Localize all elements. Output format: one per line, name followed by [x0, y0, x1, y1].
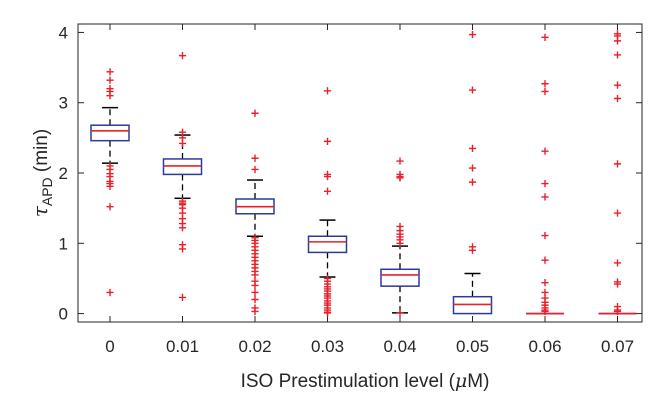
x-tick-label: 0.01 [166, 337, 199, 356]
x-tick-label: 0.06 [528, 337, 561, 356]
outlier-point [396, 309, 404, 317]
outlier-point [541, 231, 549, 240]
outlier-point [106, 203, 114, 211]
outlier-point [541, 87, 549, 96]
x-tick-label: 0.03 [311, 337, 344, 356]
y-axis-label-tau: τ [28, 205, 52, 217]
box [90, 124, 130, 142]
y-tick-label: 1 [59, 234, 68, 253]
x-axis-label: ISO Prestimulation level (μM) [241, 370, 490, 392]
x-axis-label-main: ISO Prestimulation level ( [241, 371, 456, 392]
outlier-point [468, 246, 477, 254]
outlier-point [178, 245, 187, 253]
y-axis-label: τAPD (min) [28, 129, 55, 217]
outlier-point [106, 68, 114, 76]
box [380, 268, 420, 287]
outlier-point [251, 307, 259, 316]
box-group-0.02 [235, 109, 275, 316]
box-group-0.03 [307, 87, 348, 317]
box-group-0 [90, 68, 130, 297]
outlier-point [613, 94, 622, 103]
x-axis-label-unit: M) [467, 371, 489, 392]
outlier-point [541, 179, 549, 188]
outlier-point [106, 76, 114, 84]
outlier-point [613, 307, 622, 316]
outlier-point [178, 224, 187, 232]
outlier-point [323, 137, 332, 145]
x-tick-label: 0.07 [601, 337, 634, 356]
outlier-point [396, 157, 404, 165]
outlier-point [106, 182, 114, 190]
outlier-point [251, 271, 259, 279]
outlier-point [613, 259, 622, 267]
outlier-point [541, 279, 549, 287]
outlier-point [613, 160, 622, 168]
outlier-point [396, 174, 404, 182]
outlier-point [323, 172, 332, 181]
outlier-point [323, 187, 332, 195]
x-tick-label: 0.04 [383, 337, 416, 356]
outlier-point [178, 139, 187, 148]
x-tick-label: 0.05 [456, 337, 489, 356]
y-axis-label-unit: (min) [31, 129, 52, 178]
y-tick-label: 3 [59, 94, 68, 113]
outlier-point [251, 165, 259, 174]
outlier-point [396, 239, 404, 247]
outlier-point [251, 295, 259, 304]
x-tick-label: 0 [105, 337, 114, 356]
outlier-point [323, 309, 332, 317]
box-group-0.05 [452, 30, 493, 315]
outlier-point [178, 52, 187, 60]
outlier-point [251, 109, 259, 117]
outlier-point [468, 144, 477, 153]
outlier-point [613, 37, 622, 45]
outlier-point [468, 178, 477, 186]
outlier-point [541, 147, 549, 155]
outlier-point [251, 154, 259, 162]
outlier-point [251, 281, 259, 290]
outlier-point [541, 307, 549, 316]
outlier-point [178, 293, 187, 302]
outlier-point [251, 288, 259, 297]
y-axis-label-subscript: APD [39, 177, 55, 206]
outlier-point [468, 164, 477, 172]
outlier-point [613, 280, 622, 288]
y-tick-label: 0 [59, 305, 68, 324]
outlier-point [541, 256, 549, 264]
outlier-point [541, 80, 549, 88]
y-tick-label: 4 [59, 23, 68, 42]
outlier-point [106, 92, 114, 100]
box-group-0.07 [598, 30, 637, 316]
x-axis-label-mu: μ [455, 370, 467, 392]
box-group-0.04 [380, 157, 420, 317]
plot-area: 0 1 2 3 4 0 0.01 0.02 0.03 0.04 0.05 0.06 0.07 [59, 23, 643, 356]
box-group-0.01 [162, 52, 203, 302]
box-group-0.06 [526, 33, 564, 316]
outlier-point [323, 87, 332, 95]
outlier-point [106, 288, 114, 297]
outlier-point [613, 51, 622, 59]
outlier-point [468, 30, 477, 39]
box [307, 235, 348, 254]
outlier-point [541, 193, 549, 201]
outlier-point [468, 86, 477, 94]
outlier-point [541, 33, 549, 41]
outlier-point [613, 209, 622, 217]
outlier-point [613, 81, 622, 89]
y-tick-label: 2 [59, 164, 68, 183]
x-tick-label: 0.02 [238, 337, 271, 356]
